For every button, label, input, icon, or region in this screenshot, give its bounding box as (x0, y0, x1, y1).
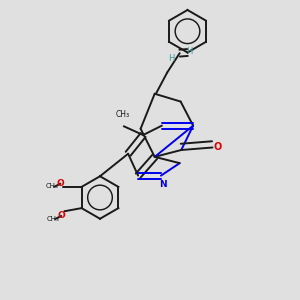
Text: CH₃: CH₃ (46, 216, 59, 222)
Text: CH₃: CH₃ (115, 110, 129, 119)
Text: O: O (56, 179, 64, 188)
Text: H: H (168, 54, 174, 63)
Text: N: N (159, 180, 166, 189)
Text: O: O (214, 142, 222, 152)
Text: CH₃: CH₃ (45, 183, 58, 189)
Text: O: O (57, 212, 65, 220)
Text: H: H (186, 47, 192, 56)
